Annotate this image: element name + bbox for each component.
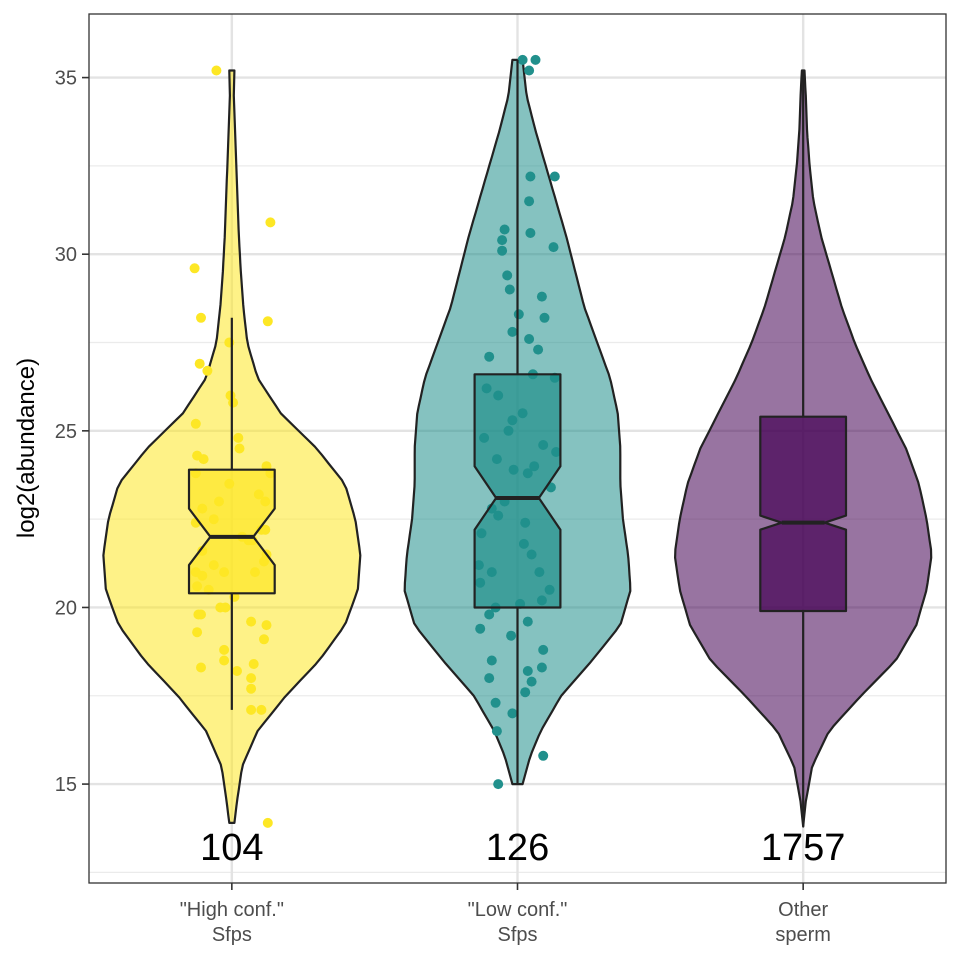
x-tick-label: "High conf." bbox=[180, 899, 284, 921]
x-tick-label: Other bbox=[778, 899, 828, 921]
data-point bbox=[262, 316, 273, 327]
data-point bbox=[248, 659, 259, 669]
data-point bbox=[549, 171, 560, 182]
y-tick-label: 15 bbox=[55, 774, 77, 796]
data-point bbox=[484, 351, 495, 362]
count-label: 1757 bbox=[761, 827, 846, 869]
data-point bbox=[490, 697, 501, 708]
data-point bbox=[198, 454, 209, 465]
data-point bbox=[219, 655, 230, 666]
count-label: 104 bbox=[200, 827, 263, 869]
data-point bbox=[522, 666, 533, 676]
data-point bbox=[261, 620, 272, 631]
data-point bbox=[497, 235, 508, 246]
data-point bbox=[228, 397, 239, 408]
x-tick-label: sperm bbox=[775, 924, 831, 946]
data-point bbox=[502, 270, 513, 281]
data-point bbox=[491, 726, 502, 737]
y-tick-label: 35 bbox=[55, 68, 77, 90]
data-point bbox=[536, 291, 547, 302]
data-point bbox=[246, 704, 257, 715]
data-point bbox=[524, 196, 535, 207]
notched-box bbox=[759, 415, 848, 613]
count-layer: 104 126 1757 bbox=[200, 827, 845, 869]
y-axis-label: log2(abundance) bbox=[13, 358, 40, 538]
data-point bbox=[539, 312, 550, 323]
notched-box bbox=[187, 468, 276, 595]
data-point bbox=[484, 609, 495, 620]
data-point bbox=[219, 644, 230, 655]
y-tick-label: 30 bbox=[55, 244, 77, 266]
data-point bbox=[189, 263, 200, 274]
data-point bbox=[190, 418, 201, 429]
data-point bbox=[507, 708, 518, 719]
data-point bbox=[497, 245, 508, 256]
data-point bbox=[525, 228, 536, 238]
data-point bbox=[548, 242, 559, 253]
y-tick-label: 20 bbox=[55, 597, 77, 619]
data-point bbox=[526, 676, 537, 687]
data-point bbox=[246, 673, 257, 684]
notched-box bbox=[473, 373, 562, 609]
data-point bbox=[499, 224, 510, 235]
data-point bbox=[259, 634, 269, 645]
data-point bbox=[234, 443, 245, 454]
x-tick-label: "Low conf." bbox=[468, 899, 568, 921]
data-point bbox=[486, 655, 497, 666]
data-point bbox=[211, 65, 222, 76]
data-point bbox=[504, 284, 515, 295]
data-point bbox=[513, 309, 524, 320]
box-layer bbox=[187, 59, 848, 827]
data-point bbox=[246, 616, 257, 627]
data-point bbox=[538, 750, 549, 761]
data-point bbox=[517, 54, 528, 65]
data-point bbox=[246, 683, 257, 694]
data-point bbox=[536, 662, 547, 673]
data-point bbox=[530, 54, 541, 65]
data-point bbox=[524, 334, 535, 344]
data-point bbox=[196, 312, 206, 323]
data-point bbox=[232, 666, 242, 676]
data-point bbox=[484, 673, 495, 684]
data-point bbox=[507, 326, 518, 337]
data-point bbox=[533, 344, 544, 355]
data-point bbox=[475, 623, 486, 634]
data-point bbox=[520, 687, 531, 698]
data-point bbox=[522, 616, 533, 627]
data-point bbox=[220, 602, 231, 613]
data-point bbox=[493, 779, 504, 790]
count-label: 126 bbox=[486, 827, 549, 869]
data-point bbox=[256, 704, 267, 715]
x-tick-label: Sfps bbox=[212, 924, 252, 946]
x-tick-label: Sfps bbox=[497, 924, 537, 946]
data-point bbox=[262, 817, 273, 828]
data-point bbox=[506, 630, 517, 641]
data-point bbox=[233, 432, 244, 443]
data-point bbox=[194, 358, 205, 369]
data-point bbox=[525, 171, 536, 182]
data-point bbox=[538, 644, 549, 655]
data-point bbox=[196, 662, 206, 673]
data-point bbox=[192, 627, 203, 638]
data-point bbox=[202, 365, 213, 376]
data-point bbox=[265, 217, 276, 228]
y-tick-label: 25 bbox=[55, 421, 77, 443]
data-point bbox=[260, 524, 271, 535]
axis-layer: 15 20 25 30 35 "High conf." Sfps "Low conf." Sfp… bbox=[55, 68, 831, 946]
data-point bbox=[524, 65, 535, 76]
data-point bbox=[196, 609, 206, 620]
